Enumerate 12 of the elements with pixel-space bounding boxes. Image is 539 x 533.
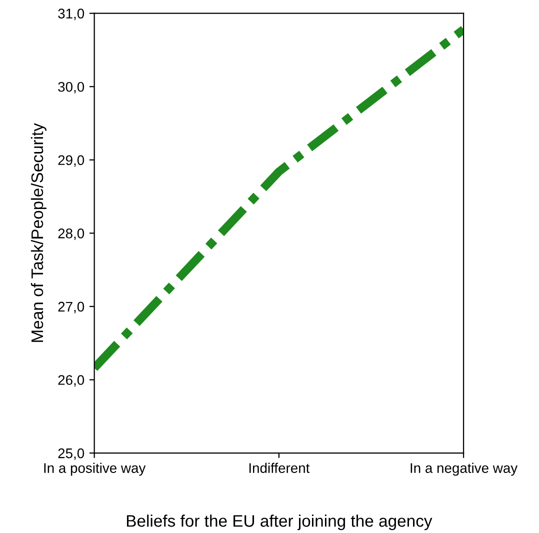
y-tick-label: 27,0 (58, 302, 84, 314)
y-axis-title: Mean of Task/People/Security (30, 123, 46, 342)
y-tick-label: 31,0 (58, 8, 84, 20)
y-tick-label: 29,0 (58, 155, 84, 167)
y-tick-label: 28,0 (58, 228, 84, 240)
x-tick-label: In a negative way (410, 462, 518, 476)
x-tick-label: In a positive way (44, 462, 146, 476)
y-tick-label: 26,0 (58, 375, 84, 387)
x-tick-label: Indifferent (249, 462, 310, 473)
x-axis-title: Beliefs for the EU after joining the agency (126, 514, 432, 530)
y-tick-label: 25,0 (58, 448, 84, 460)
y-tick-label: 30,0 (58, 82, 84, 94)
